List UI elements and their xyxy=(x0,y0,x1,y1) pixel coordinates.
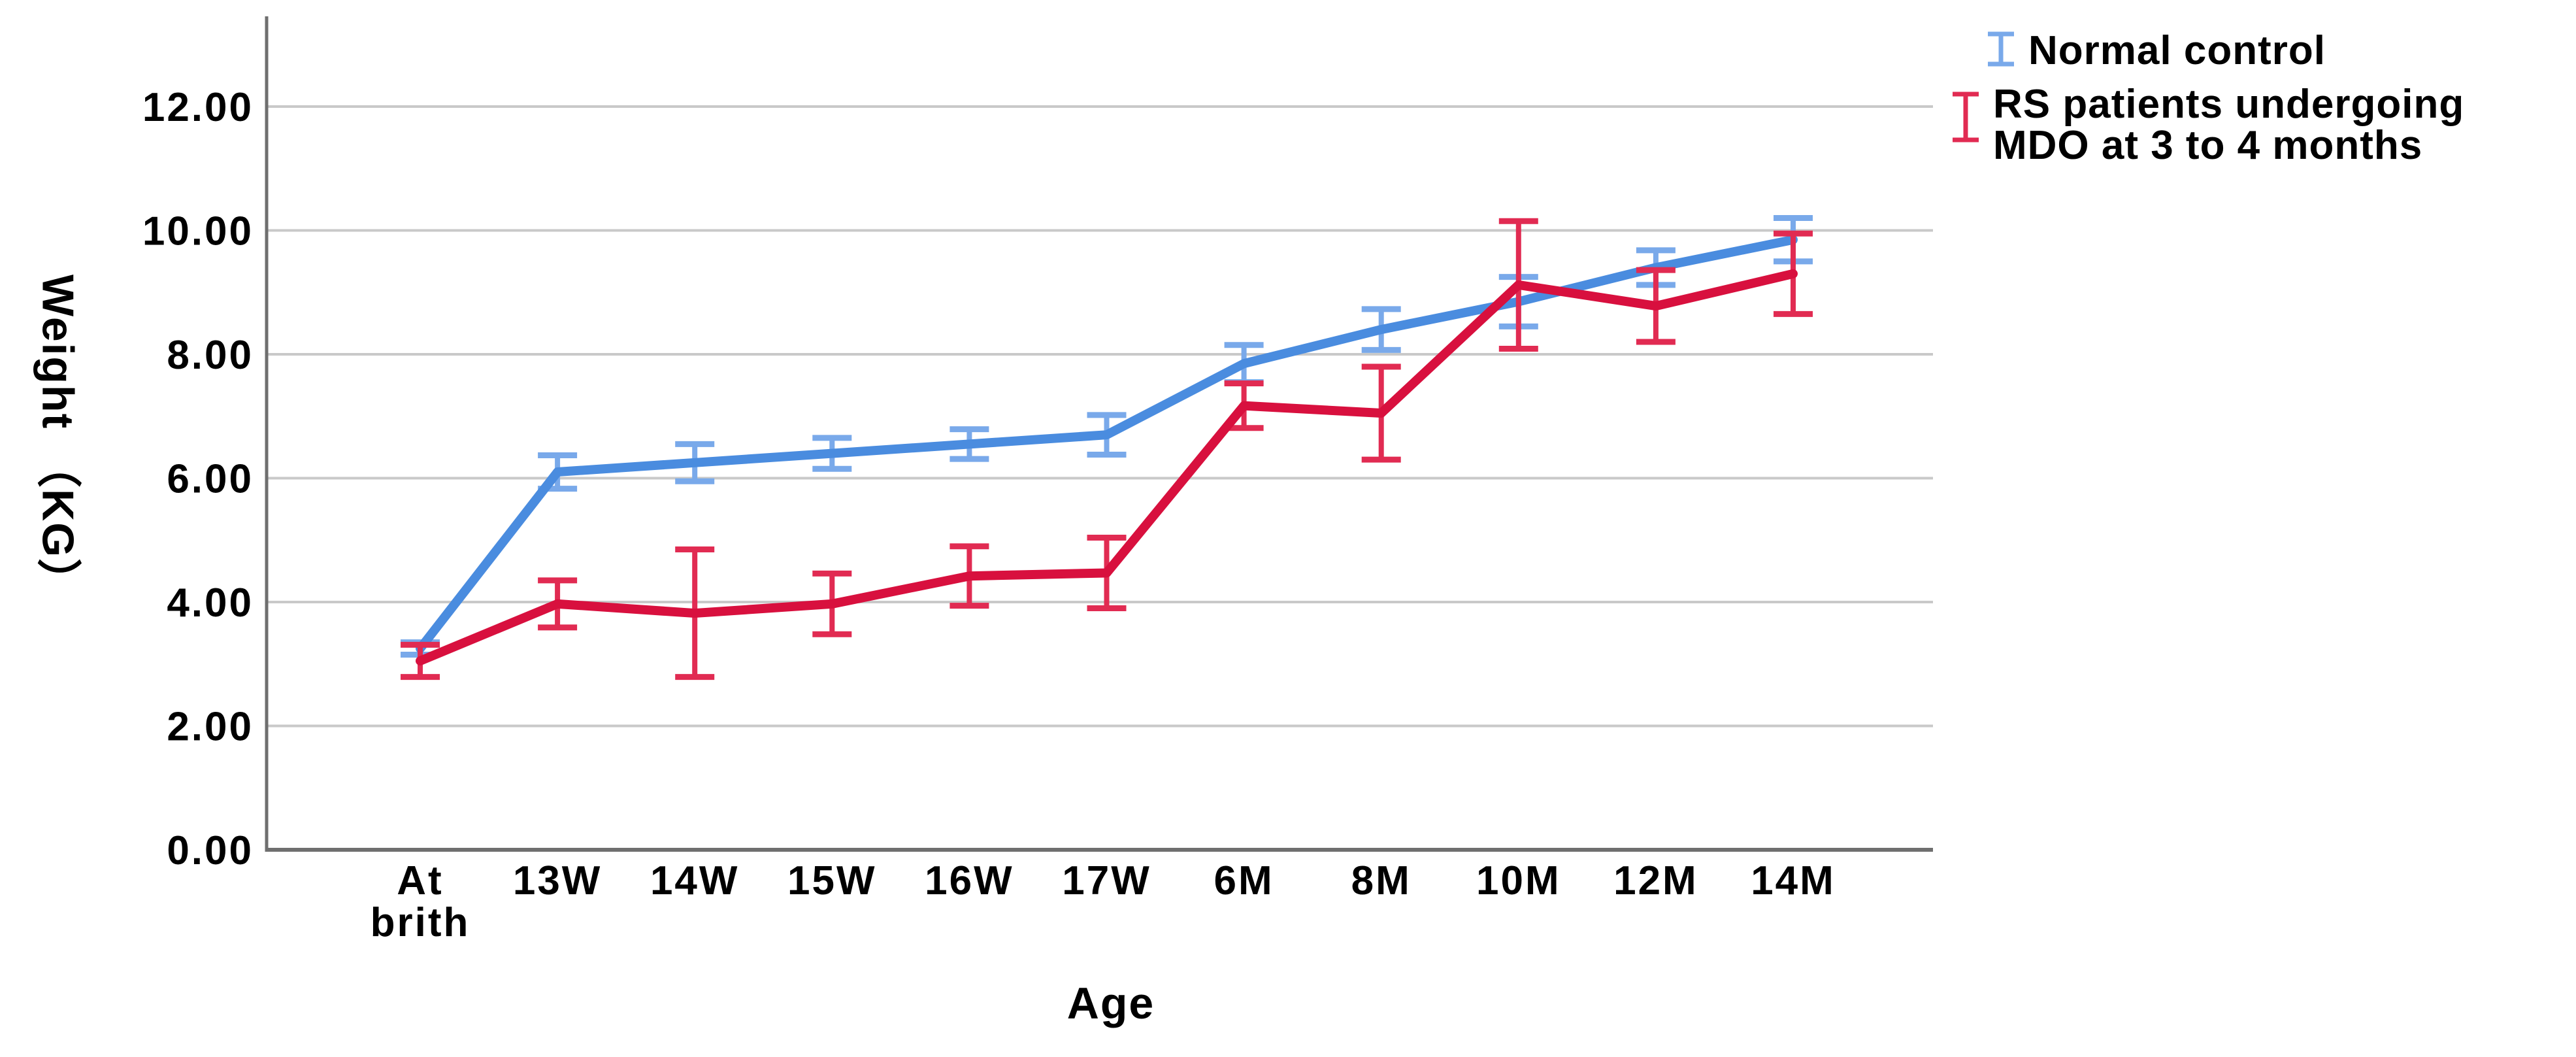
y-tick-label: 6.00 xyxy=(167,457,254,502)
y-tick-label: 2.00 xyxy=(167,705,254,750)
series-line xyxy=(416,269,1798,666)
y-tick-label: 10.00 xyxy=(142,209,254,254)
legend-item-normal-control xyxy=(1975,29,2027,73)
x-tick-label: 14W xyxy=(650,858,739,903)
x-tick-label: 16W xyxy=(925,858,1014,903)
x-tick-label: 10M xyxy=(1476,858,1561,903)
y-tick-label: 4.00 xyxy=(167,580,254,626)
legend-label-rs-patients-line1: RS patients undergoing xyxy=(1993,82,2465,127)
legend-label-rs-patients-line2: MDO at 3 to 4 months xyxy=(1993,123,2423,168)
errorbar-blue-icon xyxy=(1988,31,2014,67)
legend-item-rs-patients xyxy=(1940,89,1992,148)
x-tick-label: 6M xyxy=(1214,858,1274,903)
x-tick-label: 13W xyxy=(513,858,602,903)
legend-label-rs-patients: RS patients undergoing MDO at 3 to 4 mon… xyxy=(1993,84,2464,166)
x-axis-title: Age xyxy=(1066,979,1155,1028)
y-tick-label: 8.00 xyxy=(167,333,254,378)
y-tick-label: 12.00 xyxy=(142,85,254,130)
legend-label-normal-control: Normal control xyxy=(2028,28,2326,73)
x-tick-label: 15W xyxy=(787,858,876,903)
x-tick-label: 8M xyxy=(1351,858,1412,903)
x-tick-label: 14M xyxy=(1751,858,1836,903)
y-tick-label: 0.00 xyxy=(167,828,254,873)
x-tick-label: 17W xyxy=(1062,858,1151,903)
series-rs-patients xyxy=(401,218,1813,680)
y-axis-title: Weight （KG） xyxy=(33,274,83,605)
errorbar-red-icon xyxy=(1953,92,1979,143)
x-tick-label: 12M xyxy=(1613,858,1698,903)
x-tick-label: At brith xyxy=(371,858,471,945)
